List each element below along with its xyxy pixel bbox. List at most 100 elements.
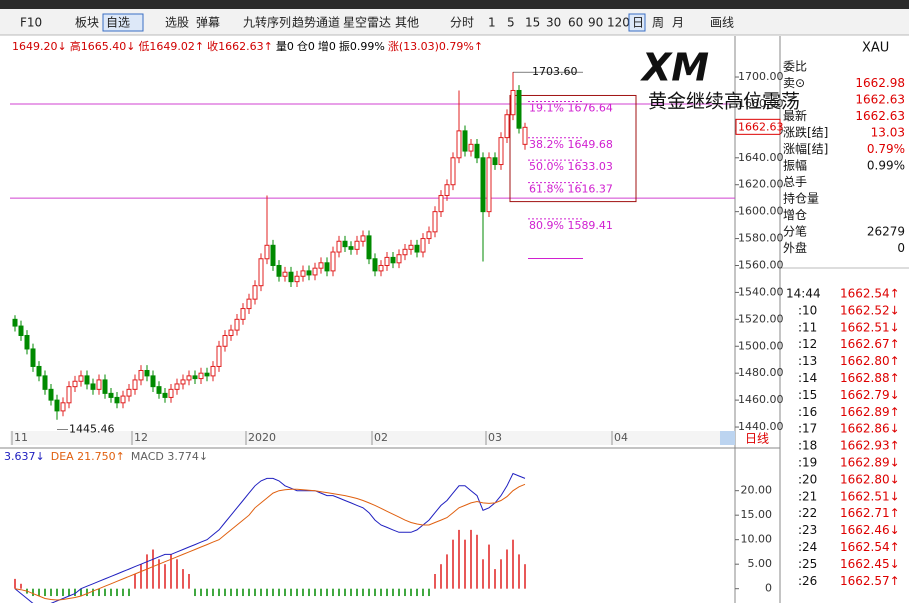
candle-body (198, 372, 204, 380)
tick-price: 1662.51↓ (840, 320, 900, 334)
candle-body (30, 348, 36, 367)
toolbar-item[interactable]: 日 (632, 16, 644, 30)
toolbar-item[interactable]: 90 (588, 16, 603, 30)
quote-label: 振幅 (783, 158, 807, 173)
toolbar-selected (102, 13, 144, 32)
candle-body (90, 383, 96, 390)
quote-label: 总手 (783, 175, 807, 189)
y-tick-label: 1620.00 (738, 178, 784, 191)
toolbar-item[interactable]: 周 (652, 16, 664, 30)
toolbar-item[interactable]: 其他 (395, 16, 419, 30)
toolbar-item[interactable]: 自选 (106, 16, 130, 30)
candle-body (216, 345, 222, 367)
candle-body (276, 264, 282, 277)
toolbar-item[interactable]: 15 (525, 16, 540, 30)
macd-y-tick-label: 5.00 (748, 557, 773, 570)
candle-body (96, 379, 102, 390)
macd-legend-item: 3.637↓ (4, 450, 45, 463)
toolbar-item[interactable]: 选股 (165, 16, 189, 30)
info-segment: 1649.20↓ (12, 40, 67, 53)
tick-price: 1662.45↓ (840, 557, 900, 571)
toolbar-item[interactable]: 120 (607, 16, 630, 30)
tick-time: :16 (798, 405, 817, 419)
quote-value: 0.79% (867, 142, 905, 156)
candle-body (138, 369, 144, 381)
toolbar-item[interactable]: 画线 (710, 16, 734, 30)
scroll-thumb[interactable] (720, 431, 735, 445)
candle-body (222, 334, 228, 347)
tick-time: 14:44 (786, 287, 821, 301)
tick-time: :20 (798, 472, 817, 486)
candle-body (480, 157, 486, 213)
title-strip (0, 0, 909, 9)
quote-value: 13.03 (871, 126, 905, 140)
tick-time: :18 (798, 439, 817, 453)
candle-body (516, 89, 522, 129)
x-tick-label: 2020 (248, 431, 276, 444)
toolbar-item[interactable]: 5 (507, 16, 515, 30)
info-segment: 高1665.40↓ (70, 39, 136, 53)
quote-label: 最新 (783, 108, 807, 123)
candle-body (510, 89, 516, 116)
x-tick-label: 12 (134, 431, 148, 444)
candle-body (246, 298, 252, 310)
x-tick-label: 11 (14, 431, 28, 444)
candle-body (456, 130, 462, 159)
y-tick-label: 1480.00 (738, 366, 784, 379)
tick-time: :21 (798, 489, 817, 503)
candle-body (258, 258, 264, 287)
candle-body (84, 375, 90, 385)
toolbar-item[interactable]: 分时 (450, 16, 474, 30)
toolbar (0, 9, 909, 35)
fib-label: 19.1% 1676.64 (529, 101, 613, 114)
tick-price: 1662.89↓ (840, 456, 900, 470)
tick-price: 1662.71↑ (840, 506, 900, 520)
toolbar-item[interactable]: 趋势通道 (292, 16, 340, 30)
x-tick-label: 04 (614, 431, 628, 444)
tick-price: 1662.89↑ (840, 405, 900, 419)
toolbar-item[interactable]: 九转序列 (243, 15, 291, 30)
macd-legend-item: MACD 3.774↓ (131, 450, 208, 463)
toolbar-item[interactable]: 30 (546, 16, 561, 30)
tick-time: :10 (798, 303, 817, 317)
toolbar-item[interactable]: F10 (20, 16, 42, 30)
toolbar-item[interactable]: 1 (488, 16, 496, 30)
macd-legend: 3.637↓ DEA 21.750↑ MACD 3.774↓ (4, 450, 208, 463)
toolbar-item[interactable]: 板块 (75, 16, 99, 30)
quote-value: 1662.63 (855, 109, 905, 123)
macd-legend-item: DEA 21.750↑ (51, 450, 125, 463)
candle-body (372, 258, 378, 272)
toolbar-item[interactable]: 60 (568, 16, 583, 30)
quote-value: 1662.98 (855, 76, 905, 90)
info-line: 1649.20↓ 高1665.40↓ 低1649.02↑ 收1662.63↑ 量0 仓0 增… (12, 39, 483, 53)
candle-body (414, 244, 420, 253)
candle-body (66, 386, 72, 404)
fib-label: 61.8% 1616.37 (529, 183, 613, 196)
quote-value: 1662.63 (855, 93, 905, 107)
candle-body (492, 157, 498, 166)
candle-body (354, 240, 360, 250)
fib-box (509, 94, 637, 203)
tick-price: 1662.86↓ (840, 422, 900, 436)
tick-price: 1662.54↑ (840, 540, 900, 554)
candle-body (54, 399, 60, 412)
candle-body (168, 388, 174, 398)
candle-body (240, 308, 246, 320)
y-tick-label: 1460.00 (738, 393, 784, 406)
candle-body (60, 402, 66, 412)
candle-body (108, 392, 114, 398)
candle-body (306, 270, 312, 276)
quote-symbol: XAU (862, 41, 889, 56)
candle-body (360, 235, 366, 242)
quote-label: 涨跌[结] (783, 125, 828, 140)
candle-body (444, 184, 450, 196)
toolbar-item[interactable]: 月 (672, 16, 684, 30)
logo: XM (640, 46, 709, 90)
candle-body (420, 238, 426, 253)
toolbar-item[interactable]: 星空雷达 (343, 16, 391, 30)
quote-value: 0.99% (867, 159, 905, 173)
candle-body (234, 318, 240, 331)
quote-label: 分笔 (783, 224, 807, 239)
toolbar-item[interactable]: 弹幕 (196, 16, 220, 30)
candle-body (450, 157, 456, 186)
